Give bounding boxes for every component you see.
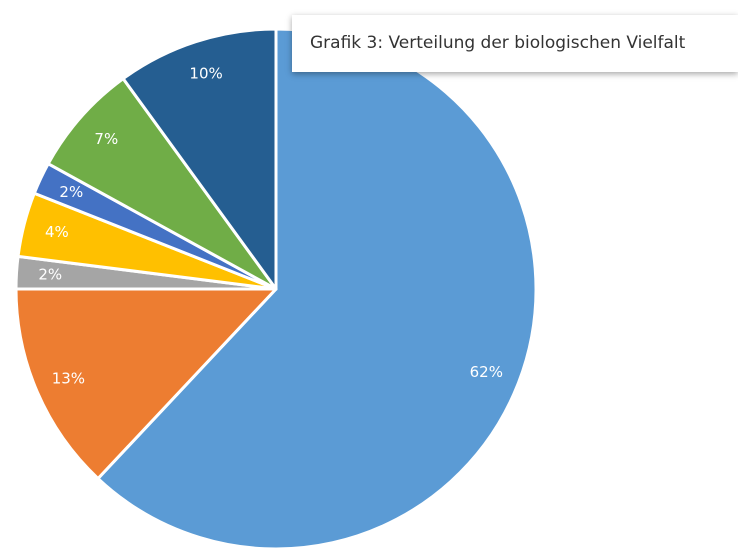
data-label: 13% (52, 369, 85, 387)
pie-slice (46, 77, 278, 291)
data-label: 62% (470, 363, 503, 381)
data-label: 10% (189, 64, 222, 82)
chart-title: Grafik 3: Verteilung der biologischen Vi… (292, 15, 738, 72)
pie-slice (121, 27, 278, 291)
pie-slice (14, 287, 278, 481)
data-label: 7% (94, 130, 118, 148)
data-label: 2% (59, 183, 83, 201)
data-label: 4% (45, 223, 69, 241)
data-label: 2% (38, 265, 62, 283)
